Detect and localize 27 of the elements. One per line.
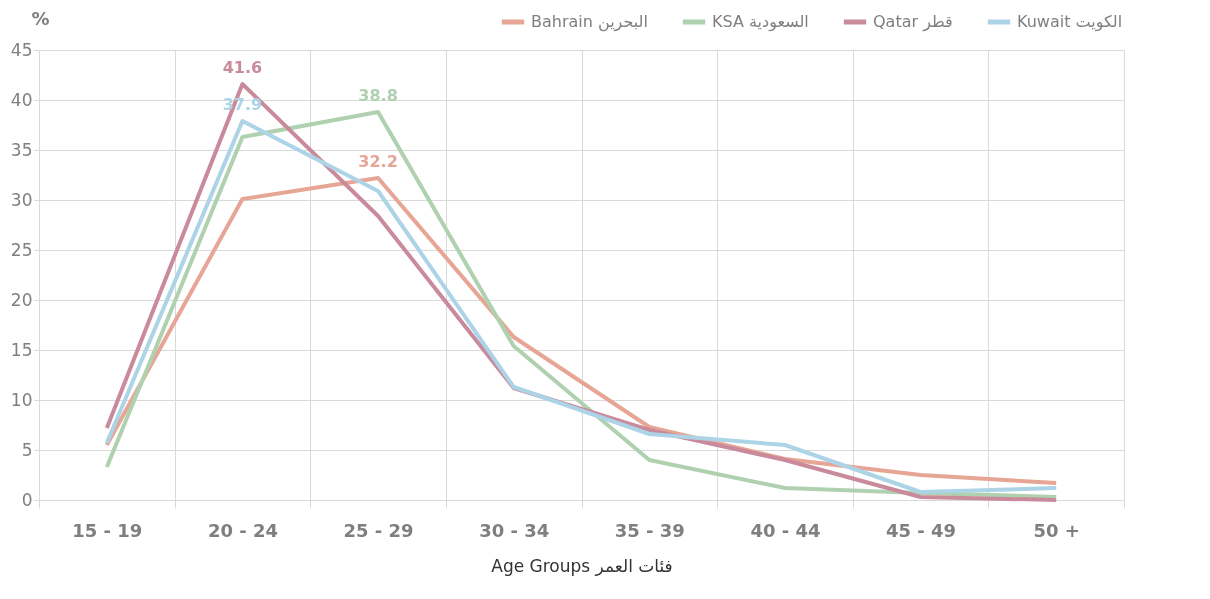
y-axis-title: % bbox=[31, 7, 50, 29]
x-tick-label: 45 - 49 bbox=[886, 519, 957, 541]
data-label: 41.6 bbox=[222, 58, 263, 77]
x-axis-title: Age Groups فئات العمر bbox=[491, 555, 673, 576]
y-tick-label: 0 bbox=[21, 489, 33, 510]
legend-label: Qatar قطر bbox=[873, 12, 953, 32]
legend-label: Kuwait الكويت bbox=[1017, 12, 1123, 32]
x-tick-label: 35 - 39 bbox=[614, 519, 685, 541]
y-tick-label: 45 bbox=[10, 39, 33, 60]
legend-label: Bahrain البحرين bbox=[531, 12, 648, 32]
legend-label: KSA السعودية bbox=[712, 12, 809, 32]
x-tick-label: 20 - 24 bbox=[207, 519, 278, 541]
data-label: 38.8 bbox=[358, 86, 398, 105]
y-tick-label: 10 bbox=[10, 389, 33, 410]
x-tick-label: 15 - 19 bbox=[72, 519, 143, 541]
y-tick-label: 40 bbox=[10, 89, 33, 110]
x-tick-label: 25 - 29 bbox=[343, 519, 414, 541]
y-tick-label: 25 bbox=[10, 239, 33, 260]
data-label: 32.2 bbox=[358, 152, 398, 171]
y-tick-label: 5 bbox=[21, 439, 33, 460]
x-tick-label: 40 - 44 bbox=[750, 519, 821, 541]
y-tick-label: 15 bbox=[10, 339, 33, 360]
y-tick-label: 30 bbox=[10, 189, 33, 210]
y-tick-label: 35 bbox=[10, 139, 33, 160]
x-tick-label: 30 - 34 bbox=[479, 519, 550, 541]
x-tick-label: 50 + bbox=[1033, 519, 1080, 541]
y-tick-label: 20 bbox=[10, 289, 33, 310]
